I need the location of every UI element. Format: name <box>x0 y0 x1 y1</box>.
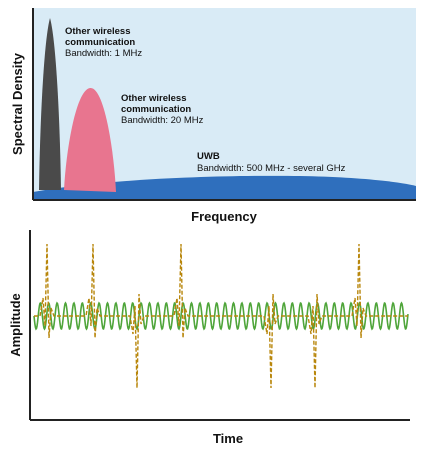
signal-1-bandwidth: Bandwidth: 1 MHz <box>65 48 142 59</box>
spectrum-x-label: Frequency <box>191 209 258 224</box>
signal-2-name2: communication <box>121 104 191 115</box>
mid-band-spectrum <box>64 87 116 192</box>
signal-1-name2: communication <box>65 37 135 48</box>
signal-3-name: UWB <box>197 151 220 162</box>
time-x-label: Time <box>213 431 243 446</box>
uwb-pulse-train <box>34 243 408 389</box>
spectrum-y-label: Spectral Density <box>10 52 25 155</box>
signal-2-bandwidth: Bandwidth: 20 MHz <box>121 115 204 126</box>
narrow-band-spectrum <box>39 18 61 190</box>
signal-3-bandwidth: Bandwidth: 500 MHz - several GHz <box>197 163 346 174</box>
spectrum-panel: Spectral Density Frequency Other wireles… <box>10 8 416 224</box>
time-panel: Amplitude Time <box>8 230 410 446</box>
time-y-label: Amplitude <box>8 293 23 357</box>
uwb-spectrum <box>33 175 416 200</box>
signal-1-name: Other wireless <box>65 26 130 37</box>
signal-2-name: Other wireless <box>121 93 186 104</box>
